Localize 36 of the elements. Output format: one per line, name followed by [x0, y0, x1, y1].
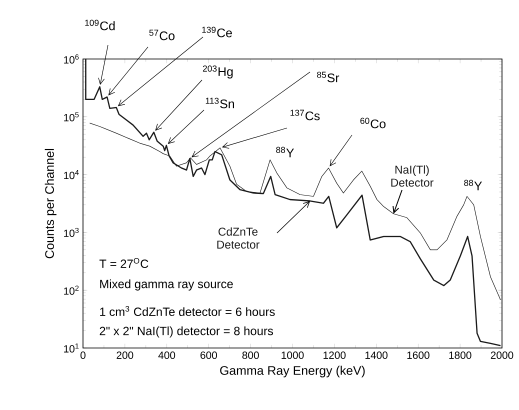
x-tick-label: 1200: [324, 352, 346, 359]
annotation: T = 27$^{O}$C: [99, 258, 148, 268]
y-tick-label: 10$^{2}$: [64, 286, 79, 295]
x-tick-label: 400: [158, 352, 176, 359]
x-tick-label: 1800: [449, 352, 472, 359]
x-tick-label: 600: [200, 352, 218, 359]
x-tick-label: 800: [242, 352, 259, 359]
y-tick-label: 10$^{5}$: [64, 112, 79, 122]
x-axis-title: Gamma Ray Energy (keV): [220, 366, 365, 378]
y-tick-label: 10$^{3}$: [64, 228, 79, 237]
annotation: 1 cm$^{3}$ CdZnTe detector = 6 hours: [100, 306, 275, 316]
x-tick-label: 1000: [282, 352, 304, 359]
annotation: $^{88}$Y: [276, 146, 294, 158]
annotation: 2" x 2" NaI(Tl) detector = 8 hours: [100, 326, 274, 338]
annotation: $^{85}$Sr: [317, 72, 340, 82]
annotation: $^{57}$Co: [149, 30, 175, 40]
x-tick-label: 0: [80, 352, 86, 359]
y-tick-label: 10$^{1}$: [64, 343, 79, 353]
annotation: $^{109}$Cd: [85, 20, 115, 30]
y-axis-title: Counts per Channel: [44, 148, 56, 258]
series-label: NaI(Tl) Detector: [391, 165, 434, 187]
y-tick-label: 10$^{6}$: [64, 54, 79, 64]
annotation: $^{203}$Hg: [202, 65, 233, 78]
annotation: $^{60}$Co: [360, 118, 386, 128]
annotation: $^{139}$Ce: [202, 26, 232, 38]
annotation: $^{113}$Sn: [206, 98, 234, 108]
x-tick-label: 1400: [365, 352, 388, 359]
annotation: $^{88}$Y: [464, 180, 482, 190]
x-tick-label: 2000: [490, 352, 514, 359]
x-tick-label: 200: [116, 352, 134, 359]
x-tick-label: 1600: [407, 352, 430, 359]
line-series: [85, 58, 502, 346]
annotation: $^{137}$Cs: [290, 110, 320, 120]
y-tick-label: 10$^{4}$: [64, 170, 79, 180]
text: CdZnTe Detector: [217, 227, 260, 249]
annotation: Mixed gamma ray source: [100, 279, 233, 291]
